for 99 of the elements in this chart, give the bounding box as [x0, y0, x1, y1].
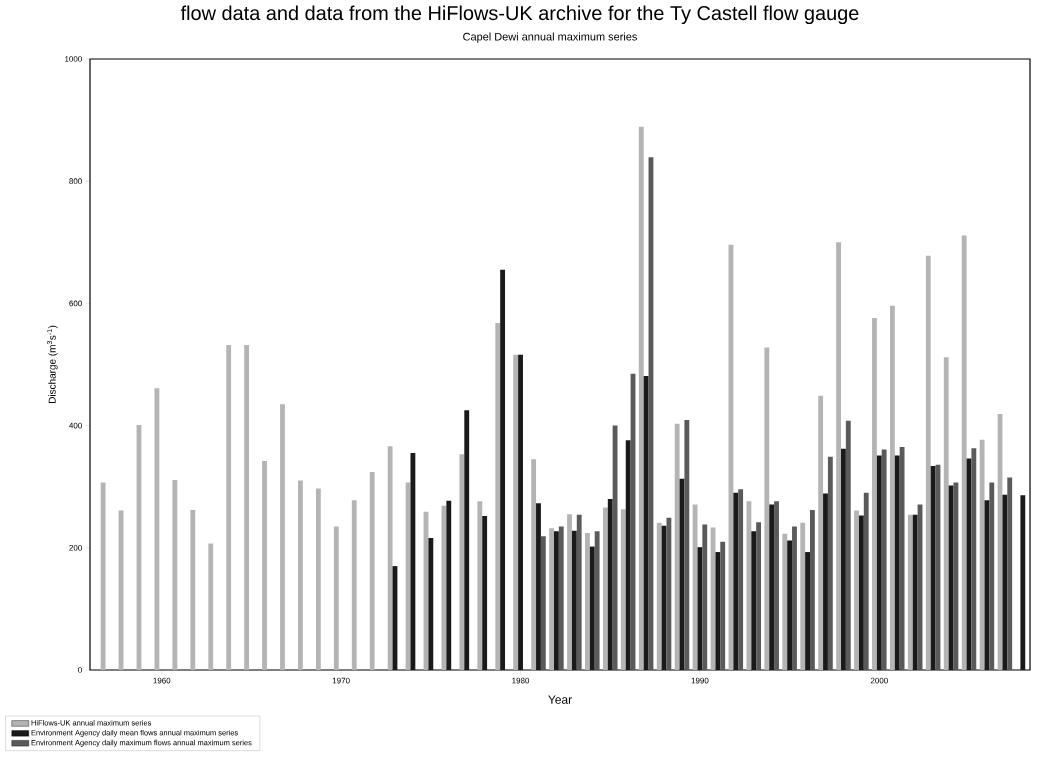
bar — [387, 446, 393, 670]
bar — [805, 552, 810, 670]
x-axis-title: Year — [548, 695, 572, 704]
bar — [738, 489, 744, 670]
bar — [576, 514, 582, 670]
bar — [518, 354, 523, 670]
bar — [854, 510, 859, 670]
bar — [620, 509, 626, 670]
bar — [500, 269, 506, 670]
bar — [549, 528, 554, 670]
bar — [643, 376, 649, 670]
bar — [989, 482, 995, 670]
bar — [845, 420, 851, 670]
bar — [912, 514, 918, 670]
bar — [656, 522, 662, 670]
bar — [154, 388, 160, 670]
bar — [943, 357, 949, 670]
bar — [208, 543, 214, 670]
bar — [907, 514, 913, 670]
bar — [625, 440, 631, 670]
bar — [333, 526, 339, 670]
bar — [971, 448, 977, 670]
bar — [872, 318, 877, 670]
bar — [536, 503, 541, 670]
bar — [602, 507, 608, 670]
bar — [823, 493, 828, 670]
bar — [351, 500, 357, 670]
text: flow data and data from the HiFlows-UK archive for the Ty Castell flow gauge — [180, 5, 859, 25]
bar — [638, 126, 644, 670]
bar — [925, 255, 931, 670]
bar — [666, 517, 672, 670]
bar — [827, 456, 833, 670]
bar — [702, 524, 708, 670]
bar — [894, 455, 900, 670]
bar — [756, 522, 762, 670]
bar — [446, 500, 452, 670]
bar — [100, 482, 106, 670]
bar — [674, 423, 680, 670]
bar — [881, 449, 887, 670]
bar — [818, 395, 824, 670]
bar — [684, 420, 690, 670]
bar — [410, 453, 416, 670]
bar — [589, 546, 595, 670]
bar — [558, 526, 564, 670]
bar — [594, 531, 600, 670]
bar — [899, 446, 905, 670]
bar — [787, 540, 793, 670]
bar — [571, 530, 577, 670]
bar — [961, 235, 967, 670]
bar — [733, 492, 739, 670]
bar — [836, 242, 842, 670]
bar — [262, 461, 267, 670]
bar — [567, 514, 572, 670]
bar — [746, 501, 752, 670]
bar — [792, 526, 797, 670]
bar — [841, 448, 846, 670]
bar — [692, 504, 698, 670]
bar — [720, 541, 726, 670]
bar — [531, 459, 537, 670]
bar — [930, 465, 936, 670]
bar — [769, 504, 775, 670]
bar — [979, 439, 985, 670]
bar — [774, 501, 779, 670]
bar — [244, 344, 250, 670]
bar — [782, 533, 788, 670]
bar — [477, 501, 483, 670]
bar — [172, 479, 178, 670]
bar — [1002, 494, 1008, 670]
bar — [298, 480, 303, 670]
bar — [876, 455, 882, 670]
bar — [513, 354, 519, 670]
bar — [428, 538, 434, 670]
bar — [858, 515, 864, 670]
bar — [889, 305, 895, 670]
bar — [554, 531, 559, 670]
bar — [369, 472, 375, 670]
bar — [226, 344, 232, 670]
y-axis-title: Discharge (m$^{3}$s$^{-1}$) — [47, 325, 58, 403]
bar — [585, 533, 590, 670]
bar — [315, 488, 321, 670]
bar — [540, 536, 546, 670]
bar — [800, 522, 806, 670]
bar — [607, 498, 613, 670]
bar — [751, 531, 757, 670]
bar — [459, 454, 465, 670]
bar — [1020, 495, 1026, 670]
bar — [495, 322, 501, 670]
bar — [482, 516, 488, 670]
bar — [715, 552, 721, 670]
bar — [612, 425, 618, 670]
chart-title: Capel Dewi annual maximum series — [463, 32, 637, 43]
bar — [1007, 477, 1013, 670]
bar — [809, 509, 815, 670]
bar — [280, 404, 285, 670]
bar — [953, 482, 959, 670]
bar — [764, 347, 770, 670]
bar — [863, 492, 869, 670]
bar — [190, 509, 196, 670]
bar — [464, 410, 470, 670]
